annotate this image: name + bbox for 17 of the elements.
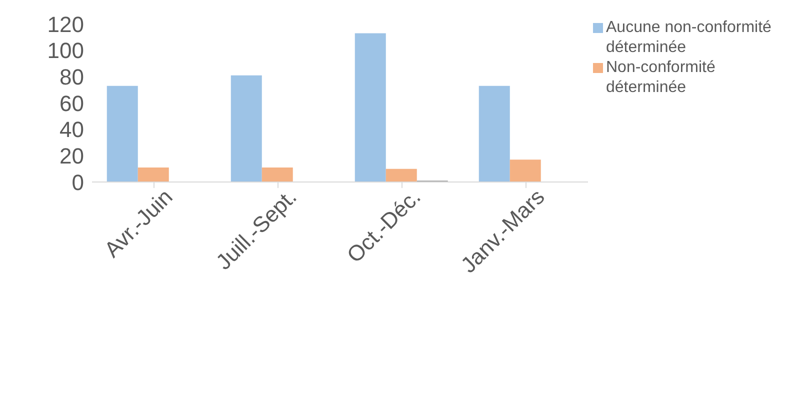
bar bbox=[262, 168, 293, 182]
y-tick-label: 20 bbox=[60, 143, 84, 168]
bar bbox=[510, 160, 541, 182]
bar bbox=[138, 168, 169, 182]
y-tick-label: 60 bbox=[60, 90, 84, 116]
bar bbox=[106, 86, 138, 182]
y-tick-label: 100 bbox=[47, 38, 84, 64]
y-tick-label: 40 bbox=[60, 117, 84, 142]
y-tick-label: 0 bbox=[72, 170, 84, 195]
legend-label: Non-conformité déterminée bbox=[606, 58, 716, 98]
bar bbox=[354, 33, 386, 182]
bar bbox=[230, 75, 262, 182]
bar bbox=[386, 168, 417, 182]
legend-label: Aucune non-conformité déterminée bbox=[606, 18, 772, 58]
y-tick-label: 120 bbox=[47, 12, 84, 37]
y-tick-label: 80 bbox=[60, 64, 84, 90]
bar bbox=[478, 86, 510, 182]
